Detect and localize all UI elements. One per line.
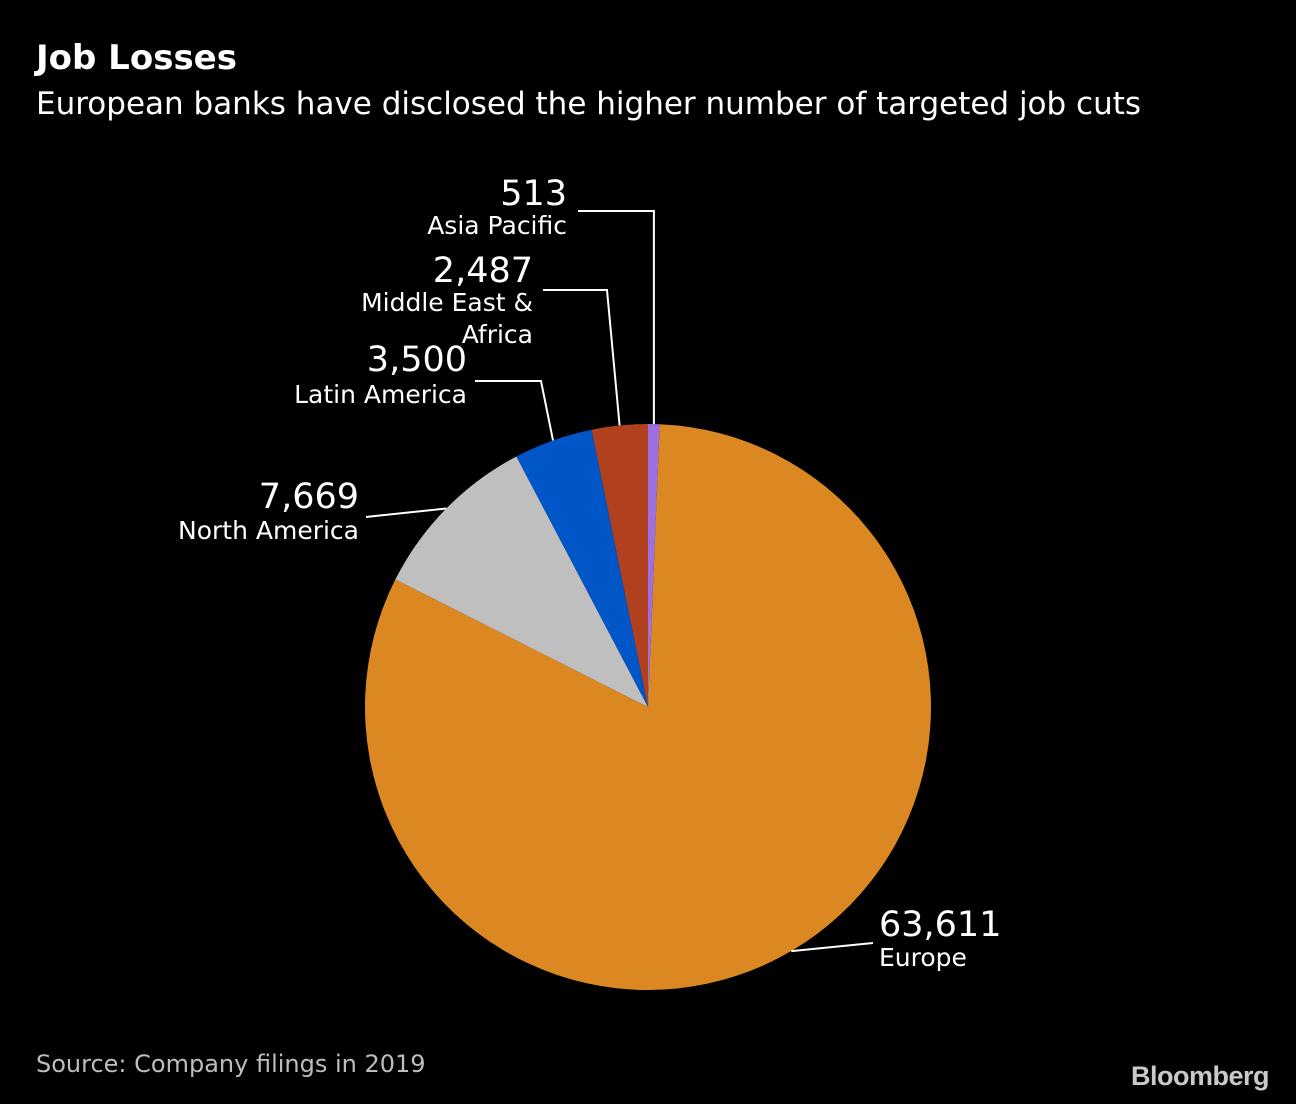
slice-value-label: 513 xyxy=(500,174,567,214)
leader-line xyxy=(365,507,447,518)
slice-category-label: Europe xyxy=(879,943,967,972)
slice-category-label: Latin America xyxy=(294,380,467,409)
leader-line xyxy=(475,380,554,441)
chart-title: Job Losses xyxy=(36,38,237,78)
slice-value-label: 7,669 xyxy=(259,477,359,517)
pie-slice-north-america xyxy=(395,456,648,707)
pie-slice-asia-pacific xyxy=(648,424,660,707)
bloomberg-logo: Bloomberg xyxy=(1130,1061,1270,1091)
slice-value-label: 63,611 xyxy=(879,905,1001,945)
slice-category-label: Middle East & xyxy=(361,288,533,317)
slice-value-label: 3,500 xyxy=(367,340,467,380)
slice-category-label: Asia Pacific xyxy=(427,211,567,240)
pie-slice-europe xyxy=(364,424,931,990)
source-note: Source: Company filings in 2019 xyxy=(36,1050,426,1078)
slice-category-label: North America xyxy=(178,516,359,545)
leader-line xyxy=(791,942,874,953)
slice-value-label: 2,487 xyxy=(433,251,533,291)
leader-line xyxy=(578,210,655,425)
slice-category-label: Africa xyxy=(462,320,533,349)
chart-subtitle: European banks have disclosed the higher… xyxy=(36,86,1142,122)
leader-line xyxy=(543,289,621,426)
pie-slice-middle-east-africa xyxy=(591,424,648,707)
pie-slice-latin-america xyxy=(516,429,648,707)
